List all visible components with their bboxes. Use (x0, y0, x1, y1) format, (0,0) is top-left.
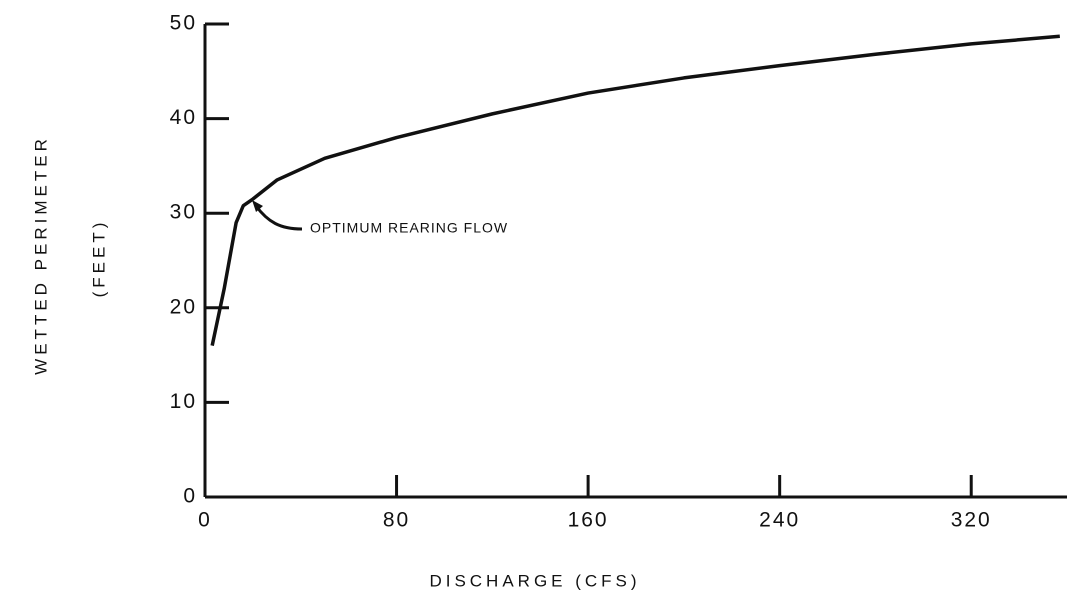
annotation: OPTIMUM REARING FLOW (310, 220, 508, 236)
x-tick-label: 240 (759, 509, 800, 532)
x-tick-label: 0 (198, 509, 212, 532)
y-tick-label: 10 (170, 390, 197, 413)
x-axis-label: DISCHARGE (CFS) (429, 571, 640, 590)
x-tick-label: 80 (383, 509, 410, 532)
x-tick-label: 160 (568, 509, 609, 532)
x-tick-label: 320 (951, 509, 992, 532)
annotation-arrow (254, 205, 303, 231)
y-tick-label: 0 (183, 485, 197, 508)
y-tick-label: 20 (170, 295, 197, 318)
y-tick-label: 40 (170, 106, 197, 129)
y-tick-label: 30 (170, 201, 197, 224)
y-axis-label: WETTED PERIMETER (31, 135, 50, 375)
y-tick-label: 50 (170, 12, 197, 35)
data-line (210, 34, 1060, 347)
annotation-arrowhead (252, 200, 263, 212)
y-axis-unit: (FEET) (89, 219, 108, 298)
